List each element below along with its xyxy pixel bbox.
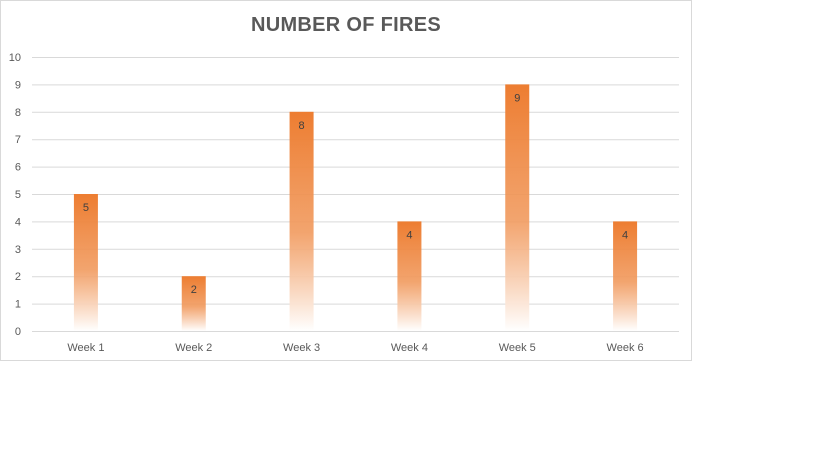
x-tick-label: Week 4 xyxy=(391,342,428,354)
y-tick-label: 9 xyxy=(15,79,21,91)
x-tick-label: Week 1 xyxy=(67,342,104,354)
y-tick-label: 0 xyxy=(15,326,21,338)
bar xyxy=(289,111,314,331)
y-tick-label: 7 xyxy=(15,134,21,146)
gridlines xyxy=(32,57,679,332)
data-label: 8 xyxy=(299,120,305,132)
x-axis-tick-labels: Week 1 Week 2 Week 3 Week 4 Week 5 Week 6 xyxy=(67,342,643,354)
y-tick-label: 6 xyxy=(15,162,21,174)
data-label: 2 xyxy=(191,284,197,296)
data-label: 4 xyxy=(406,229,412,241)
x-tick-label: Week 2 xyxy=(175,342,212,354)
y-tick-label: 3 xyxy=(15,244,21,256)
data-label: 9 xyxy=(514,92,520,104)
x-tick-label: Week 3 xyxy=(283,342,320,354)
y-tick-label: 10 xyxy=(9,52,21,64)
x-tick-label: Week 6 xyxy=(607,342,644,354)
y-tick-label: 2 xyxy=(15,271,21,283)
x-tick-label: Week 5 xyxy=(499,342,536,354)
bar xyxy=(181,276,206,331)
y-tick-label: 5 xyxy=(15,189,21,201)
data-label: 4 xyxy=(622,229,628,241)
y-tick-label: 1 xyxy=(15,299,21,311)
y-axis-tick-labels: 0 1 2 3 4 5 6 7 8 9 10 xyxy=(9,52,21,338)
bar xyxy=(613,221,638,331)
y-tick-label: 8 xyxy=(15,107,21,119)
data-label: 5 xyxy=(83,202,89,214)
bars: 5 2 8 4 9 4 xyxy=(73,84,638,332)
bar xyxy=(397,221,422,331)
bar xyxy=(505,84,530,332)
y-tick-label: 4 xyxy=(15,216,21,228)
bar xyxy=(73,194,98,331)
chart-area: NUMBER OF FIRES 0 1 2 3 4 5 6 7 8 9 10 5 2 8 4 9 4 Week… xyxy=(0,0,692,361)
chart-title: NUMBER OF FIRES xyxy=(250,14,442,36)
